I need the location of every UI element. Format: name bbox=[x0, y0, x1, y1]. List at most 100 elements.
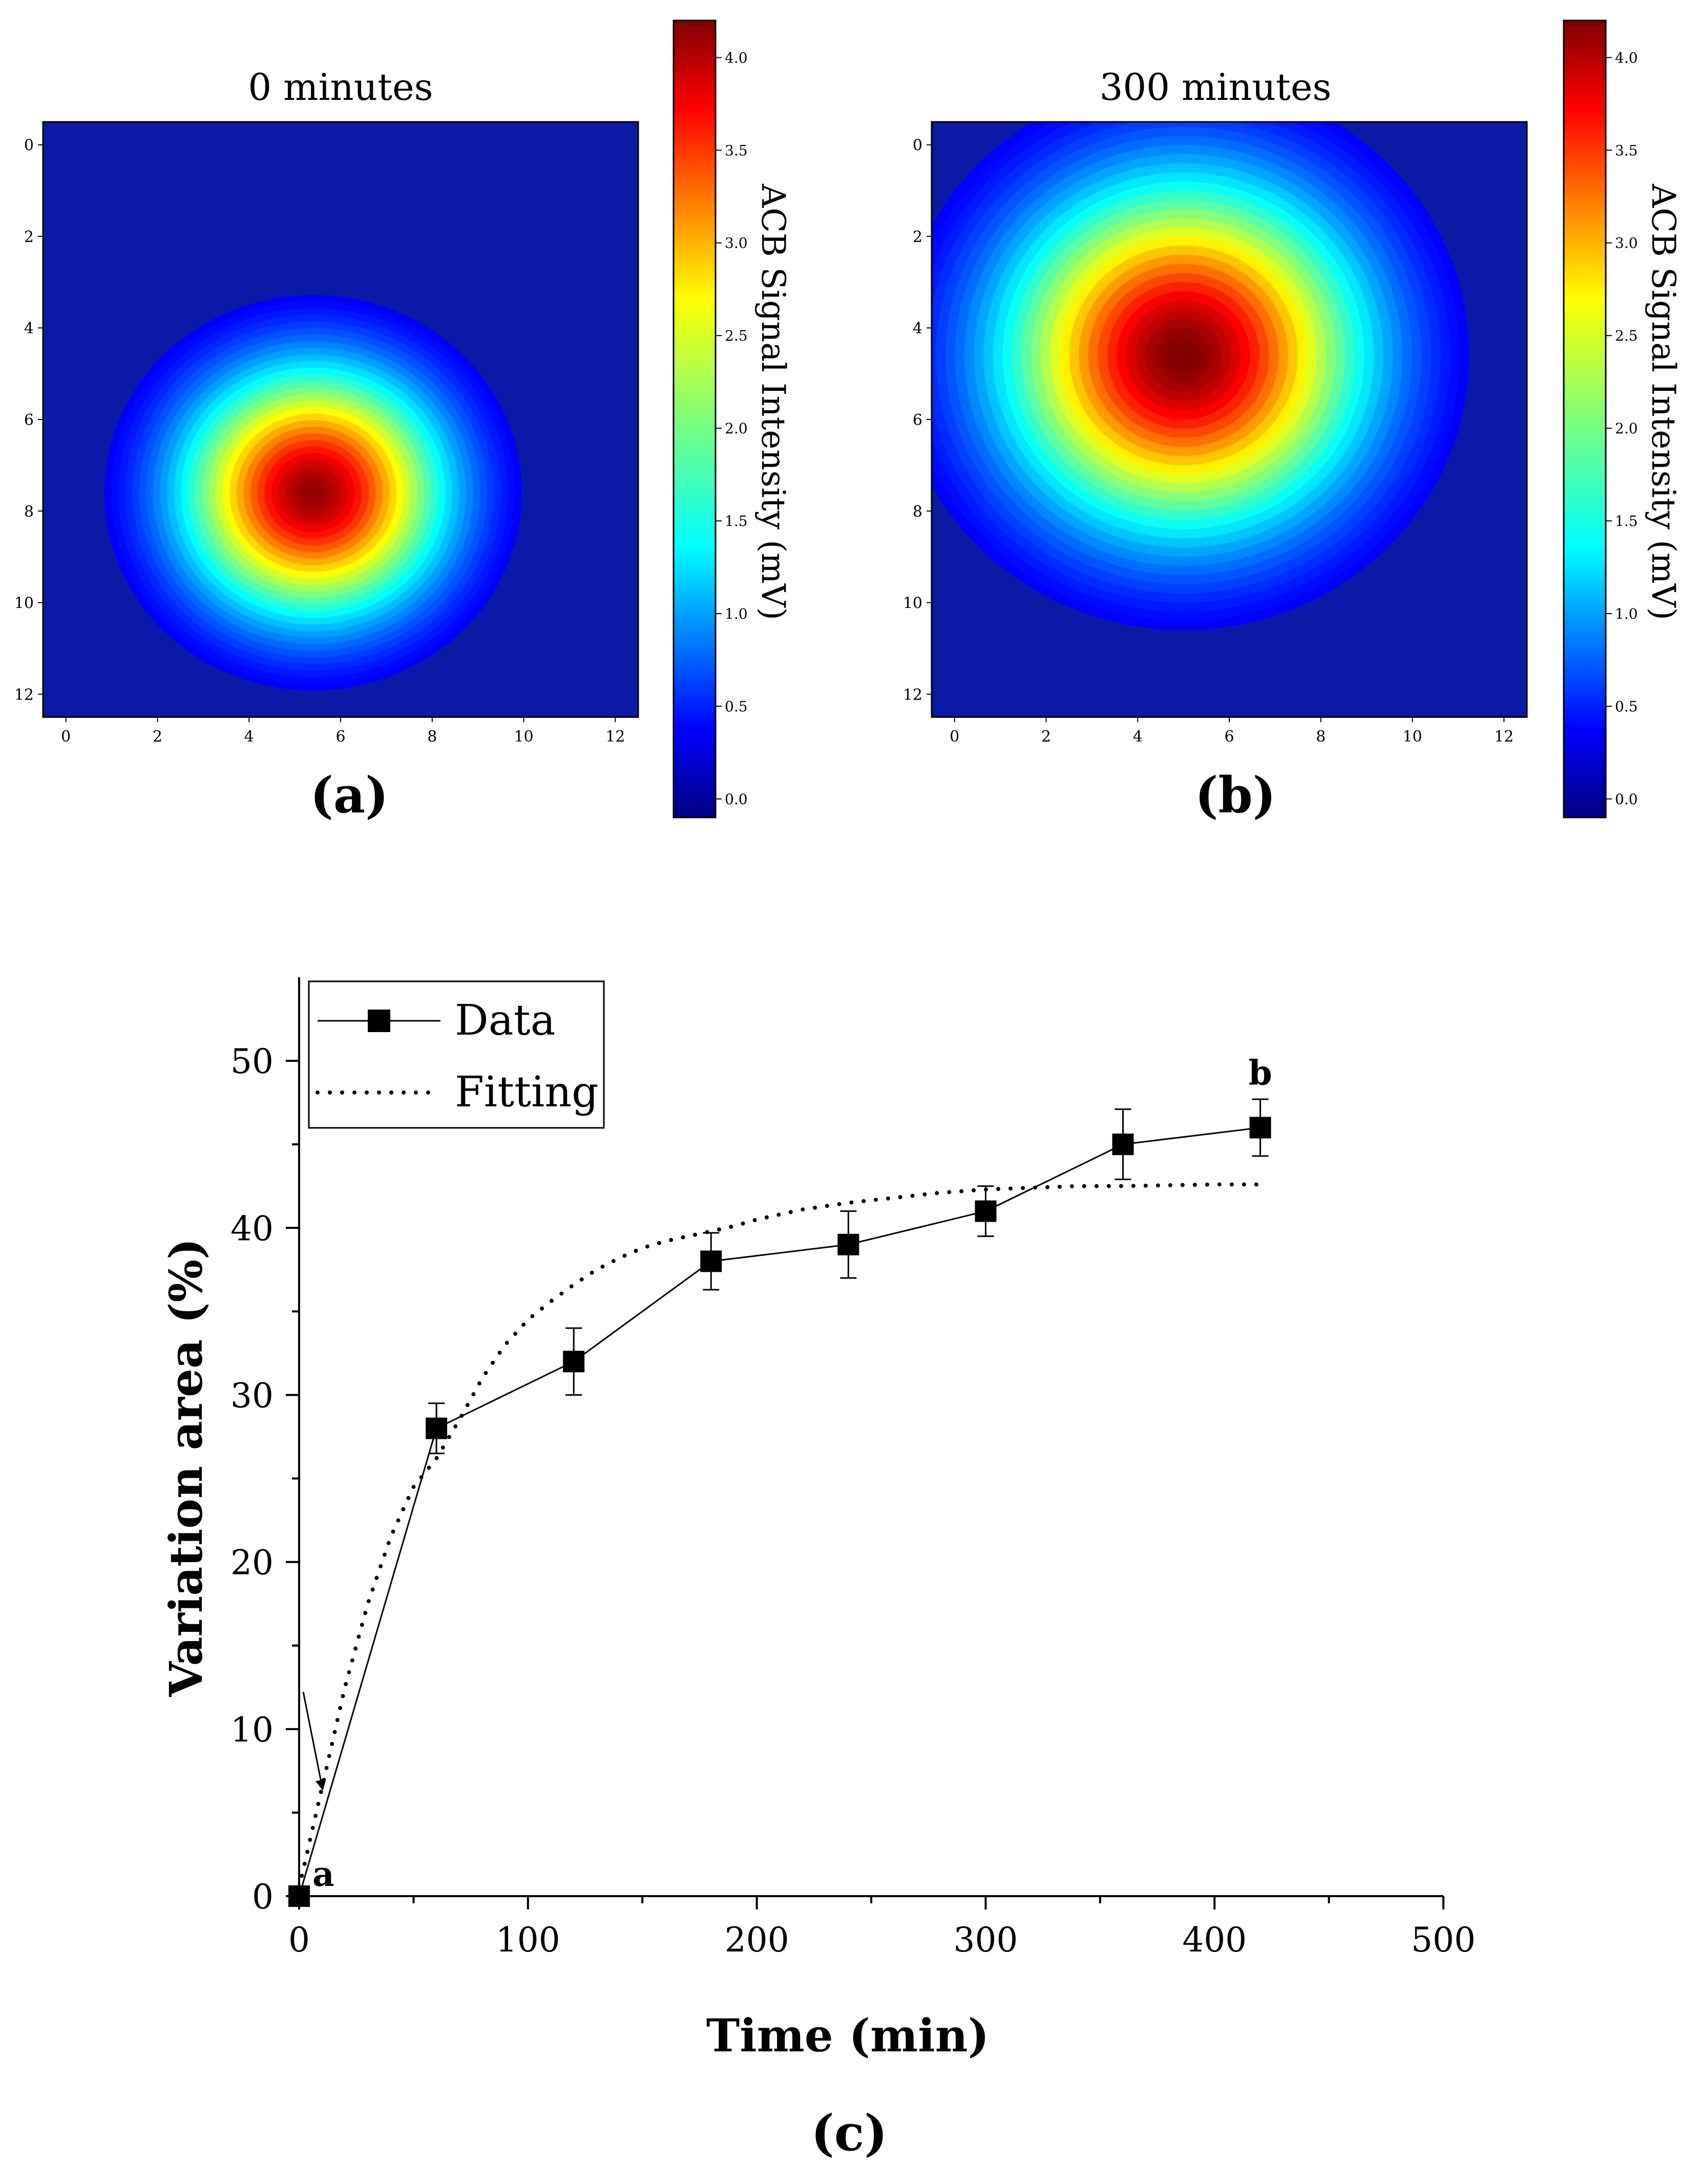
x-tick-label: 0 bbox=[288, 1920, 310, 1960]
x-axis-label: Time (min) bbox=[706, 2009, 989, 2062]
data-series bbox=[288, 1098, 1271, 1907]
colorbar-a-tick-label: 2.0 bbox=[725, 420, 748, 437]
legend-box bbox=[308, 980, 605, 1129]
heatmap-b-y-ticks: 0 2 4 6 8 10 12 bbox=[903, 137, 932, 704]
heatmap-b-y-tick-label: 6 bbox=[913, 411, 922, 429]
colorbar-a-label: ACB Signal Intensity (mV) bbox=[754, 183, 792, 620]
data-point bbox=[1249, 1117, 1271, 1139]
data-line bbox=[298, 1127, 1261, 1897]
heatmap-b-y-tick-label: 8 bbox=[913, 503, 922, 521]
heatmap-a-y-tick-label: 4 bbox=[24, 320, 34, 338]
heatmap-a-y-tick-label: 8 bbox=[24, 503, 34, 521]
panel-label-b: (b) bbox=[1195, 766, 1276, 824]
colorbar-a-ticks: 0.0 0.5 1.0 1.5 2.0 2.5 3.0 3.5 4.0 bbox=[716, 49, 748, 808]
colorbar-a bbox=[673, 19, 717, 818]
heatmap-b-x-ticks: 0 2 4 6 8 10 12 bbox=[950, 717, 1514, 746]
heatmap-b-title: 300 minutes bbox=[1100, 66, 1332, 109]
heatmap-b-y-tick-label: 0 bbox=[913, 137, 922, 155]
data-point bbox=[700, 1250, 722, 1272]
heatmap-b-x-tick-label: 10 bbox=[1402, 728, 1422, 746]
heatmap-b-x-tick-label: 2 bbox=[1041, 728, 1051, 746]
data-point bbox=[563, 1351, 585, 1373]
heatmap-b-x-tick-label: 6 bbox=[1224, 728, 1234, 746]
legend: Data Fitting bbox=[308, 980, 605, 1129]
line-chart-ticks: 0 100 200 300 400 500 0 10 20 30 40 50 bbox=[230, 1042, 1476, 1960]
colorbar-a-tick-label: 1.0 bbox=[725, 605, 748, 622]
colorbar-b-tick-label: 3.5 bbox=[1615, 142, 1638, 159]
data-point bbox=[975, 1200, 997, 1222]
colorbar-b-tick-label: 0.0 bbox=[1615, 791, 1638, 808]
colorbar-b-tick-label: 4.0 bbox=[1615, 49, 1638, 66]
heatmap-b-x-tick-label: 4 bbox=[1133, 728, 1143, 746]
y-tick-label: 50 bbox=[230, 1042, 274, 1081]
y-tick-label: 40 bbox=[230, 1209, 274, 1248]
colorbar-a-tick-label: 3.5 bbox=[725, 142, 748, 159]
heatmap-a-y-ticks: 0 2 4 6 8 10 12 bbox=[14, 137, 43, 704]
y-tick-label: 10 bbox=[230, 1710, 274, 1750]
colorbar-b-ticks: 0.0 0.5 1.0 1.5 2.0 2.5 3.0 3.5 4.0 bbox=[1606, 49, 1638, 808]
heatmap-a-y-tick-label: 12 bbox=[14, 686, 34, 704]
heatmap-a-x-tick-label: 4 bbox=[244, 728, 254, 746]
annotation-a: a bbox=[312, 1854, 334, 1894]
heatmap-b-y-tick-label: 2 bbox=[913, 228, 922, 246]
heatmap-a-intensity-layers bbox=[104, 295, 522, 691]
colorbar-b-label: ACB Signal Intensity (mV) bbox=[1644, 183, 1682, 620]
heatmap-a-x-tick-label: 10 bbox=[514, 728, 533, 746]
heatmap-b-y-tick-label: 12 bbox=[903, 686, 922, 704]
legend-fitting-label: Fitting bbox=[455, 1068, 599, 1117]
heatmap-a-title: 0 minutes bbox=[248, 66, 433, 109]
heatmap-b-y-tick-label: 4 bbox=[913, 320, 922, 338]
heatmap-a-x-tick-label: 6 bbox=[335, 728, 345, 746]
heatmap-panel-a: 0 minutes 0 2 4 6 8 10 12 0 2 4 6 8 10 12 (a) 0.0 0.5… bbox=[14, 19, 792, 824]
colorbar-a-tick-label: 3.0 bbox=[725, 235, 748, 251]
heatmap-a-y-tick-label: 6 bbox=[24, 411, 34, 429]
colorbar-a-tick-label: 1.5 bbox=[725, 513, 748, 530]
heatmap-b-x-tick-label: 0 bbox=[950, 728, 959, 746]
colorbar-b-tick-label: 3.0 bbox=[1615, 235, 1638, 251]
colorbar-b bbox=[1563, 19, 1607, 818]
colorbar-b-tick-label: 2.0 bbox=[1615, 420, 1638, 437]
data-point bbox=[1112, 1133, 1134, 1156]
data-point bbox=[426, 1417, 448, 1439]
colorbar-a-tick-label: 4.0 bbox=[725, 49, 748, 66]
heatmap-a-y-tick-label: 10 bbox=[14, 595, 34, 613]
x-tick-label: 400 bbox=[1182, 1920, 1247, 1960]
colorbar-b-tick-label: 1.0 bbox=[1615, 605, 1638, 622]
x-tick-label: 500 bbox=[1411, 1920, 1476, 1960]
heatmap-a-x-tick-label: 12 bbox=[605, 728, 625, 746]
data-point bbox=[837, 1233, 859, 1255]
colorbar-b-tick-label: 0.5 bbox=[1615, 698, 1638, 715]
colorbar-a-tick-label: 0.5 bbox=[725, 698, 748, 715]
fitting-curve bbox=[297, 1182, 1263, 1890]
heatmap-a-x-tick-label: 8 bbox=[427, 728, 437, 746]
y-tick-label: 20 bbox=[230, 1543, 274, 1583]
panel-label-c: (c) bbox=[811, 2104, 887, 2162]
annotation-b: b bbox=[1248, 1053, 1272, 1093]
annotation-arrow bbox=[302, 1691, 326, 1791]
y-tick-label: 30 bbox=[230, 1376, 274, 1415]
fitting-series bbox=[297, 1182, 1263, 1890]
heatmap-a-contour bbox=[306, 486, 320, 499]
colorbar-b-tick-label: 1.5 bbox=[1615, 513, 1638, 530]
heatmap-a-y-tick-label: 2 bbox=[24, 228, 34, 246]
panel-label-a: (a) bbox=[310, 766, 388, 824]
colorbar-a-tick-label: 2.5 bbox=[725, 327, 748, 344]
heatmap-b-x-tick-label: 8 bbox=[1316, 728, 1326, 746]
y-tick-label: 0 bbox=[252, 1877, 274, 1917]
heatmap-a-x-tick-label: 0 bbox=[61, 728, 71, 746]
heatmap-a-x-tick-label: 2 bbox=[153, 728, 162, 746]
point-annotations: ab bbox=[312, 1053, 1272, 1894]
colorbar-b-tick-label: 2.5 bbox=[1615, 327, 1638, 344]
heatmap-a-x-ticks: 0 2 4 6 8 10 12 bbox=[61, 717, 625, 746]
heatmap-b-intensity-layers bbox=[932, 122, 1469, 631]
x-tick-label: 300 bbox=[953, 1920, 1018, 1960]
x-tick-label: 200 bbox=[725, 1920, 789, 1960]
legend-data-marker bbox=[368, 1010, 390, 1032]
legend-data-label: Data bbox=[455, 996, 555, 1045]
y-axis-label: Variation area (%) bbox=[159, 1238, 213, 1697]
data-point bbox=[288, 1885, 310, 1907]
heatmap-a-y-tick-label: 0 bbox=[24, 137, 34, 155]
